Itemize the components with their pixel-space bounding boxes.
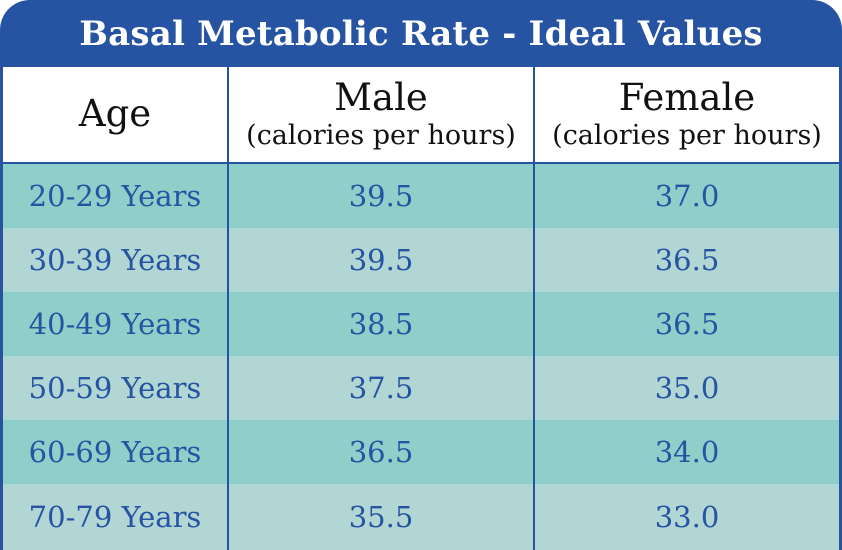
header-female-unit: (calories per hours) [552,120,822,151]
cell-age: 50-59 Years [3,356,227,420]
cell-male: 36.5 [229,420,533,484]
cell-male: 37.5 [229,356,533,420]
cell-age: 60-69 Years [3,420,227,484]
cell-male: 38.5 [229,292,533,356]
cell-age: 40-49 Years [3,292,227,356]
cell-male: 39.5 [229,164,533,228]
cell-female: 33.0 [535,484,839,550]
cell-male: 35.5 [229,484,533,550]
table-title: Basal Metabolic Rate - Ideal Values [79,13,763,54]
cell-age: 20-29 Years [3,164,227,228]
header-age-label: Age [78,92,152,136]
cell-male: 39.5 [229,228,533,292]
cell-age: 30-39 Years [3,228,227,292]
bmr-table: Age Male (calories per hours) Female (ca… [3,67,839,550]
header-female: Female (calories per hours) [535,67,839,164]
title-bar: Basal Metabolic Rate - Ideal Values [0,0,842,67]
cell-female: 35.0 [535,356,839,420]
header-female-label: Female [618,76,756,120]
cell-female: 37.0 [535,164,839,228]
header-male: Male (calories per hours) [229,67,533,164]
cell-female: 36.5 [535,292,839,356]
header-male-unit: (calories per hours) [246,120,516,151]
cell-female: 36.5 [535,228,839,292]
header-age: Age [3,67,227,164]
cell-age: 70-79 Years [3,484,227,550]
header-male-label: Male [334,76,428,120]
cell-female: 34.0 [535,420,839,484]
